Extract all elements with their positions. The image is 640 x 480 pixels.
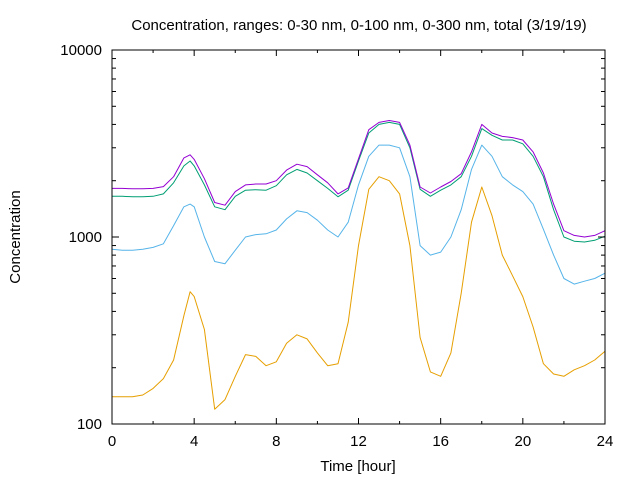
- x-tick-label: 12: [350, 433, 367, 450]
- y-tick-label: 100: [77, 416, 102, 433]
- x-tick-label: 16: [432, 433, 449, 450]
- y-tick-label: 10000: [60, 42, 102, 59]
- series-line-3: [112, 121, 606, 243]
- series-line-2: [111, 144, 606, 285]
- x-tick-label: 4: [190, 433, 198, 450]
- x-tick-label: 8: [272, 433, 280, 450]
- x-axis-label: Time [hour]: [320, 458, 395, 475]
- y-axis-label: Concentration: [7, 190, 24, 283]
- x-tick-label: 0: [108, 433, 116, 450]
- y-tick-label: 1000: [69, 229, 102, 246]
- chart-title: Concentration, ranges: 0-30 nm, 0-100 nm…: [131, 17, 586, 34]
- axis-layer: 0 4 8 12 16 20 24 100 1000 10000: [60, 42, 613, 450]
- series-line-1: [112, 176, 606, 410]
- x-tick-label: 20: [514, 433, 531, 450]
- x-tick-label: 24: [597, 433, 614, 450]
- series-line-4: [112, 120, 606, 238]
- series-layer: [111, 120, 606, 410]
- plot-frame: [111, 49, 606, 425]
